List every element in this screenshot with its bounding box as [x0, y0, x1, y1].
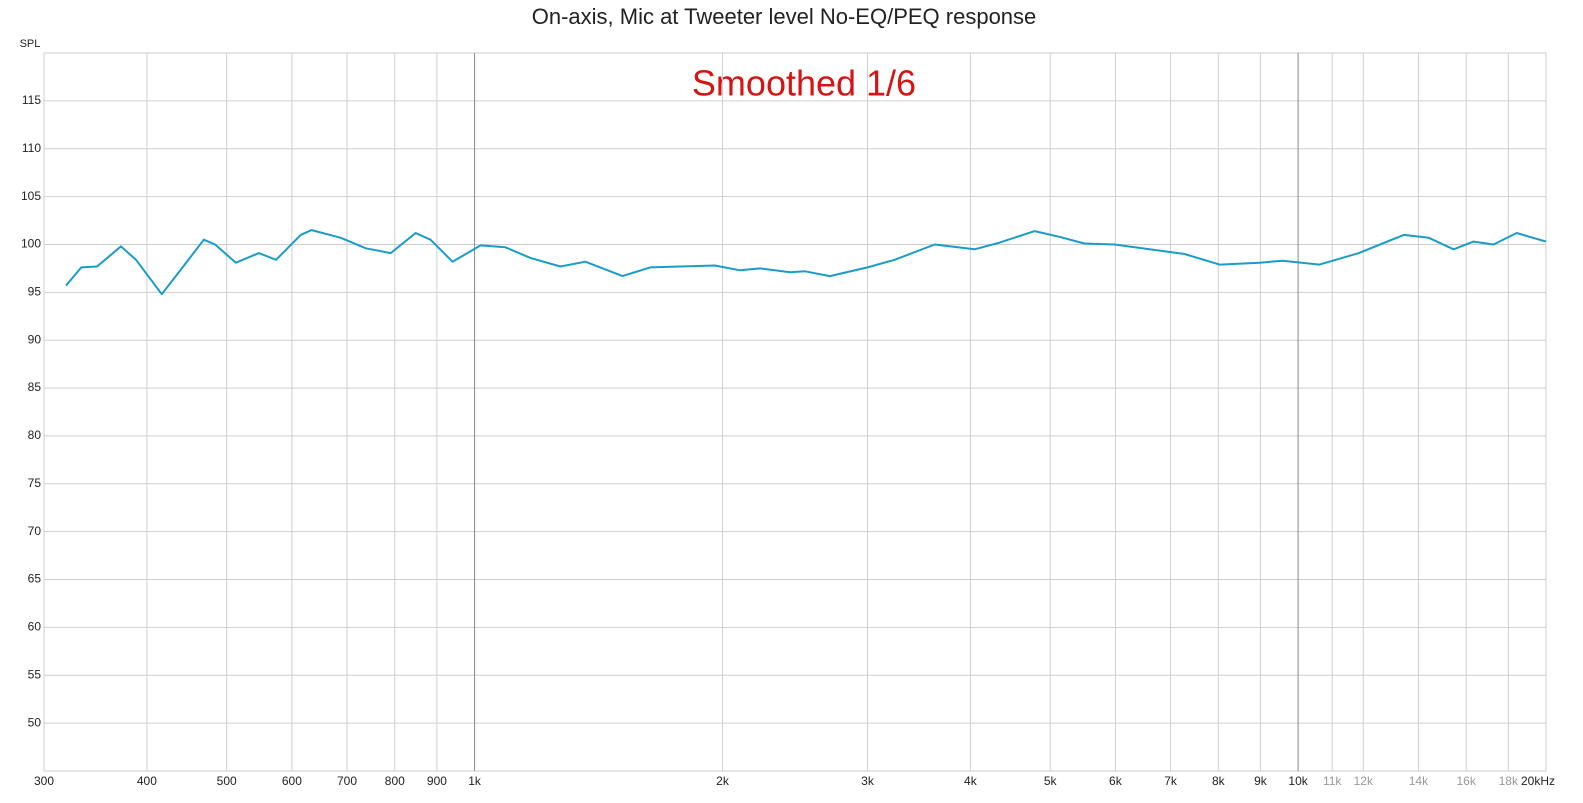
x-tick-label: 16k: [1457, 774, 1477, 788]
y-tick-label: 100: [21, 237, 41, 251]
y-tick-label: 115: [22, 93, 41, 107]
y-tick-label: 90: [28, 332, 42, 346]
x-tick-label: 2k: [716, 774, 730, 788]
y-tick-label: 85: [28, 380, 42, 394]
x-tick-label: 800: [385, 774, 405, 788]
plot-area: [43, 52, 1547, 772]
x-tick-label: 18k: [1499, 774, 1519, 788]
y-tick-label: 95: [28, 285, 42, 299]
x-tick-label: 4k: [964, 774, 978, 788]
y-tick-label: 110: [22, 141, 41, 155]
y-tick-label: 50: [28, 715, 42, 729]
x-tick-label: 9k: [1254, 774, 1268, 788]
response-line: [65, 229, 1547, 296]
y-tick-label: 75: [28, 476, 42, 490]
x-tick-label: 14k: [1409, 774, 1429, 788]
x-tick-label: 20kHz: [1521, 774, 1555, 788]
annotation: Smoothed 1/6: [692, 63, 916, 104]
x-tick-label: 500: [217, 774, 237, 788]
x-tick-label: 3k: [861, 774, 875, 788]
x-tick-label: 6k: [1109, 774, 1123, 788]
x-tick-label: 1k: [468, 774, 482, 788]
x-tick-label: 11k: [1323, 774, 1342, 788]
x-tick-label: 400: [137, 774, 157, 788]
x-tick-label: 700: [337, 774, 357, 788]
y-tick-label: 65: [28, 572, 42, 586]
x-tick-label: 600: [282, 774, 302, 788]
y-tick-label: 105: [21, 189, 41, 203]
x-tick-label: 900: [427, 774, 447, 788]
y-tick-label: 55: [28, 667, 42, 681]
x-tick-label: 10k: [1288, 774, 1308, 788]
x-tick-label: 300: [34, 774, 54, 788]
chart-title: On-axis, Mic at Tweeter level No-EQ/PEQ …: [532, 4, 1037, 29]
x-tick-label: 8k: [1212, 774, 1226, 788]
y-tick-label: 80: [28, 428, 42, 442]
y-tick-label: 70: [28, 524, 42, 538]
x-tick-label: 7k: [1164, 774, 1178, 788]
y-tick-label: 60: [28, 620, 42, 634]
x-tick-label: 5k: [1044, 774, 1058, 788]
y-axis-label: SPL: [20, 38, 41, 50]
x-tick-label: 12k: [1354, 774, 1374, 788]
